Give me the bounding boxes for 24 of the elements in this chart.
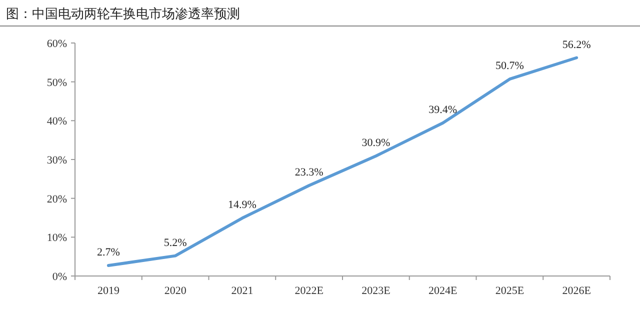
data-label: 2.7% — [96, 246, 120, 259]
x-tick-label: 2026E — [562, 285, 592, 297]
x-tick-label: 2024E — [428, 285, 458, 297]
y-tick-label: 40% — [46, 116, 67, 128]
data-label: 30.9% — [362, 137, 390, 150]
data-label: 5.2% — [164, 236, 187, 249]
x-tick-label: 2021 — [231, 285, 254, 297]
y-tick-label: 0% — [52, 271, 67, 283]
x-tick-label: 2022E — [294, 285, 324, 297]
chart-title: 图：中国电动两轮车换电市场渗透率预测 — [6, 6, 240, 22]
data-label: 39.4% — [428, 104, 458, 116]
x-tick-label: 2025E — [495, 285, 524, 297]
y-tick-label: 60% — [46, 38, 67, 50]
y-tick-label: 30% — [46, 154, 67, 166]
y-tick-label: 20% — [46, 193, 67, 206]
x-tick-label: 2019 — [97, 285, 120, 297]
y-tick-label: 10% — [46, 232, 67, 244]
data-label: 50.7% — [495, 60, 524, 72]
data-label: 23.3% — [294, 166, 324, 179]
x-tick-label: 2023E — [362, 285, 391, 297]
x-tick-label: 2020 — [164, 285, 187, 297]
data-label: 56.2% — [562, 38, 591, 51]
y-tick-label: 50% — [46, 76, 67, 89]
data-label: 14.9% — [228, 199, 256, 212]
